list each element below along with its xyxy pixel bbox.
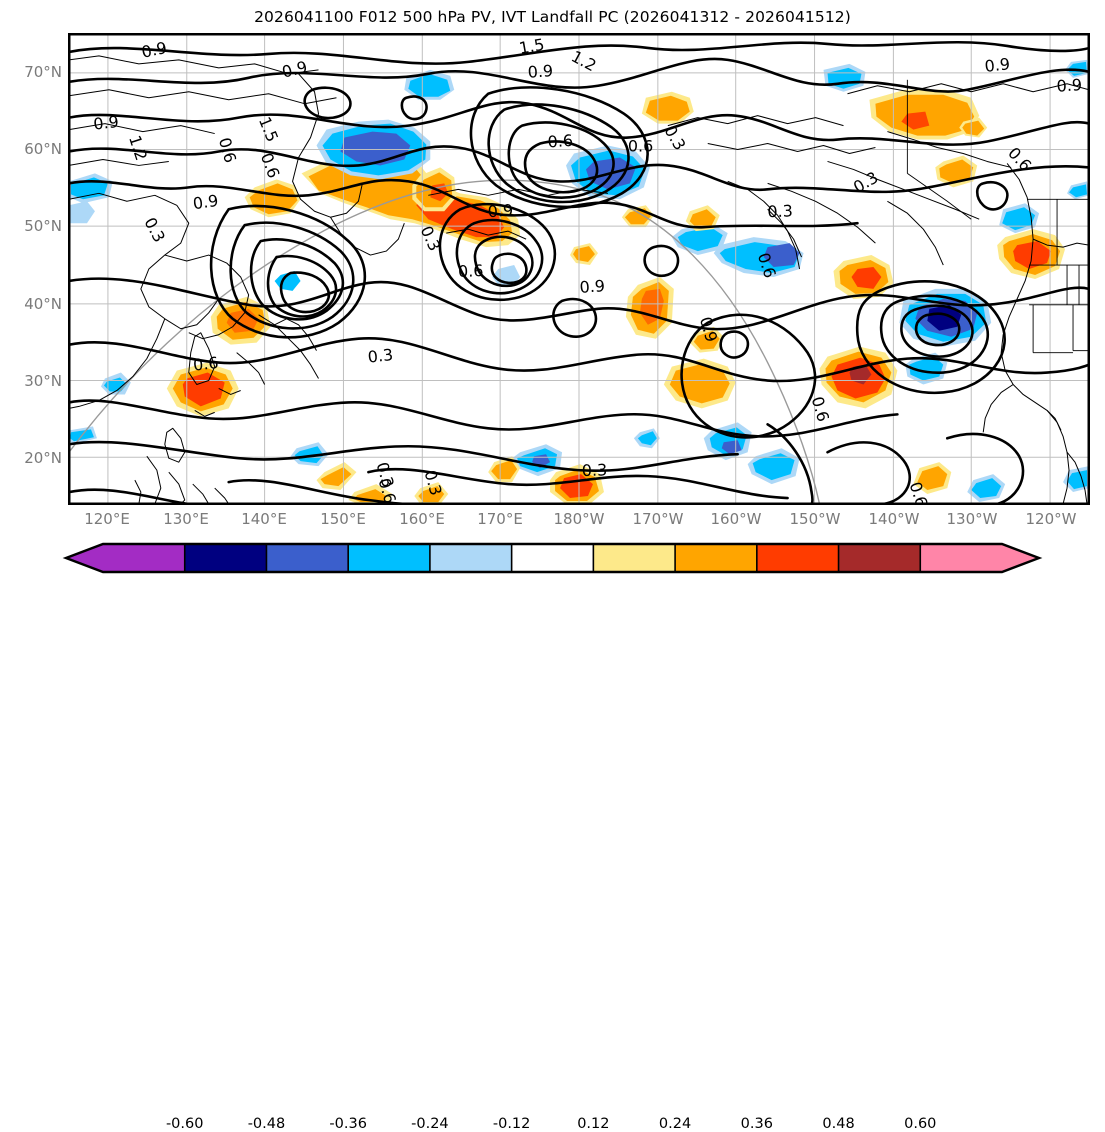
svg-text:0.9: 0.9 — [984, 54, 1011, 76]
svg-text:0.3: 0.3 — [367, 345, 394, 367]
x-tick-label-150E: 150°E — [320, 510, 366, 528]
colorbar-tick--0.12: -0.12 — [492, 1116, 531, 1132]
x-tick-label-170E: 170°E — [477, 510, 523, 528]
svg-text:0.3: 0.3 — [660, 122, 689, 153]
colorbar-segment-5 — [511, 544, 594, 572]
x-tick-label-160E: 160°E — [399, 510, 445, 528]
x-tick-label-140W: 140°W — [868, 510, 920, 528]
colorbar-tick-0.60: 0.60 — [904, 1116, 937, 1132]
svg-text:0.3: 0.3 — [581, 460, 607, 480]
pv-contours — [69, 40, 1089, 504]
colorbar-segment-10 — [920, 544, 1002, 572]
svg-text:0.9: 0.9 — [487, 201, 514, 222]
colorbar-tick-0.36: 0.36 — [740, 1116, 773, 1132]
svg-text:0.6: 0.6 — [215, 135, 240, 165]
colorbar-segments — [66, 544, 1039, 572]
colorbar-tick-0.24: 0.24 — [658, 1116, 692, 1132]
colorbar-under-arrow — [66, 544, 103, 572]
x-tick-label-160W: 160°W — [710, 510, 762, 528]
y-tick-label-60N: 60°N — [24, 140, 62, 158]
page-title: 2026041100 F012 500 hPa PV, IVT Landfall… — [254, 8, 851, 26]
colorbar-tick--0.36: -0.36 — [329, 1116, 367, 1132]
colorbar-over-arrow — [1002, 544, 1039, 572]
colorbar: -0.60 -0.48 -0.36 -0.24 -0.12 0.12 0.24 0.36 0.4… — [0, 538, 1105, 1132]
colorbar-segment-1 — [184, 544, 267, 572]
svg-text:0.9: 0.9 — [1056, 75, 1083, 96]
great-circle-arc — [69, 179, 821, 504]
svg-text:0.9: 0.9 — [527, 61, 554, 82]
svg-text:1.5: 1.5 — [255, 114, 282, 145]
y-tick-label-30N: 30°N — [24, 372, 62, 390]
svg-text:0.6: 0.6 — [192, 353, 219, 375]
x-tick-label-120E: 120°E — [84, 510, 130, 528]
svg-text:0.9: 0.9 — [280, 57, 309, 82]
svg-text:0.9: 0.9 — [92, 112, 119, 134]
svg-text:1.2: 1.2 — [125, 133, 151, 163]
svg-text:0.9: 0.9 — [140, 38, 169, 62]
svg-text:0.6: 0.6 — [547, 131, 574, 152]
colorbar-border — [62, 542, 1043, 574]
map-plot-area: 0.9 0.9 1.2 0.9 0.3 0.6 0.3 0.9 0.3 0.6 … — [68, 33, 1090, 505]
map-canvas: 0.9 0.9 1.2 0.9 0.3 0.6 0.3 0.9 0.3 0.6 … — [69, 34, 1089, 504]
state-borders — [906, 79, 1089, 354]
y-tick-label-40N: 40°N — [24, 295, 62, 313]
svg-text:0.9: 0.9 — [192, 191, 220, 213]
x-tick-label-130W: 130°W — [946, 510, 998, 528]
svg-text:1.2: 1.2 — [568, 47, 599, 76]
colorbar-segment-0 — [103, 544, 185, 572]
colorbar-svg — [62, 542, 1043, 574]
svg-text:0.9: 0.9 — [579, 276, 606, 297]
figure-root: 2026041100 F012 500 hPa PV, IVT Landfall… — [0, 8, 1105, 1132]
colorbar-segment-8 — [756, 544, 839, 572]
colorbar-tick--0.48: -0.48 — [247, 1116, 286, 1132]
x-tick-label-120W: 120°W — [1025, 510, 1077, 528]
colorbar-segment-2 — [266, 544, 349, 572]
colorbar-segment-7 — [675, 544, 757, 572]
x-tick-label-150W: 150°W — [789, 510, 841, 528]
colorbar-segment-6 — [593, 544, 676, 572]
colorbar-segment-4 — [429, 544, 512, 572]
svg-text:0.6: 0.6 — [458, 261, 484, 281]
y-tick-label-50N: 50°N — [24, 217, 62, 235]
svg-text:1.5: 1.5 — [518, 35, 546, 58]
x-tick-label-180W: 180°W — [553, 510, 605, 528]
colorbar-segment-3 — [348, 544, 430, 572]
colorbar-tick--0.24: -0.24 — [411, 1116, 449, 1132]
colorbar-outline — [62, 542, 1043, 574]
colorbar-segment-9 — [838, 544, 921, 572]
svg-text:0.6: 0.6 — [628, 137, 653, 156]
x-tick-label-140E: 140°E — [241, 510, 287, 528]
coastlines — [69, 55, 1089, 504]
colorbar-tick-0.48: 0.48 — [822, 1116, 855, 1132]
y-tick-label-70N: 70°N — [24, 63, 62, 81]
x-tick-label-130E: 130°E — [163, 510, 209, 528]
svg-text:0.6: 0.6 — [808, 394, 833, 424]
y-tick-label-20N: 20°N — [24, 449, 62, 467]
svg-text:0.3: 0.3 — [767, 201, 793, 221]
colorbar-tick-0.12: 0.12 — [577, 1116, 610, 1132]
svg-text:0.3: 0.3 — [140, 214, 169, 245]
x-tick-label-170W: 170°W — [632, 510, 684, 528]
colorbar-tick--0.60: -0.60 — [165, 1116, 204, 1132]
contour-labels: 0.9 0.9 1.2 0.9 0.3 0.6 0.3 0.9 0.3 0.6 … — [92, 35, 1082, 504]
